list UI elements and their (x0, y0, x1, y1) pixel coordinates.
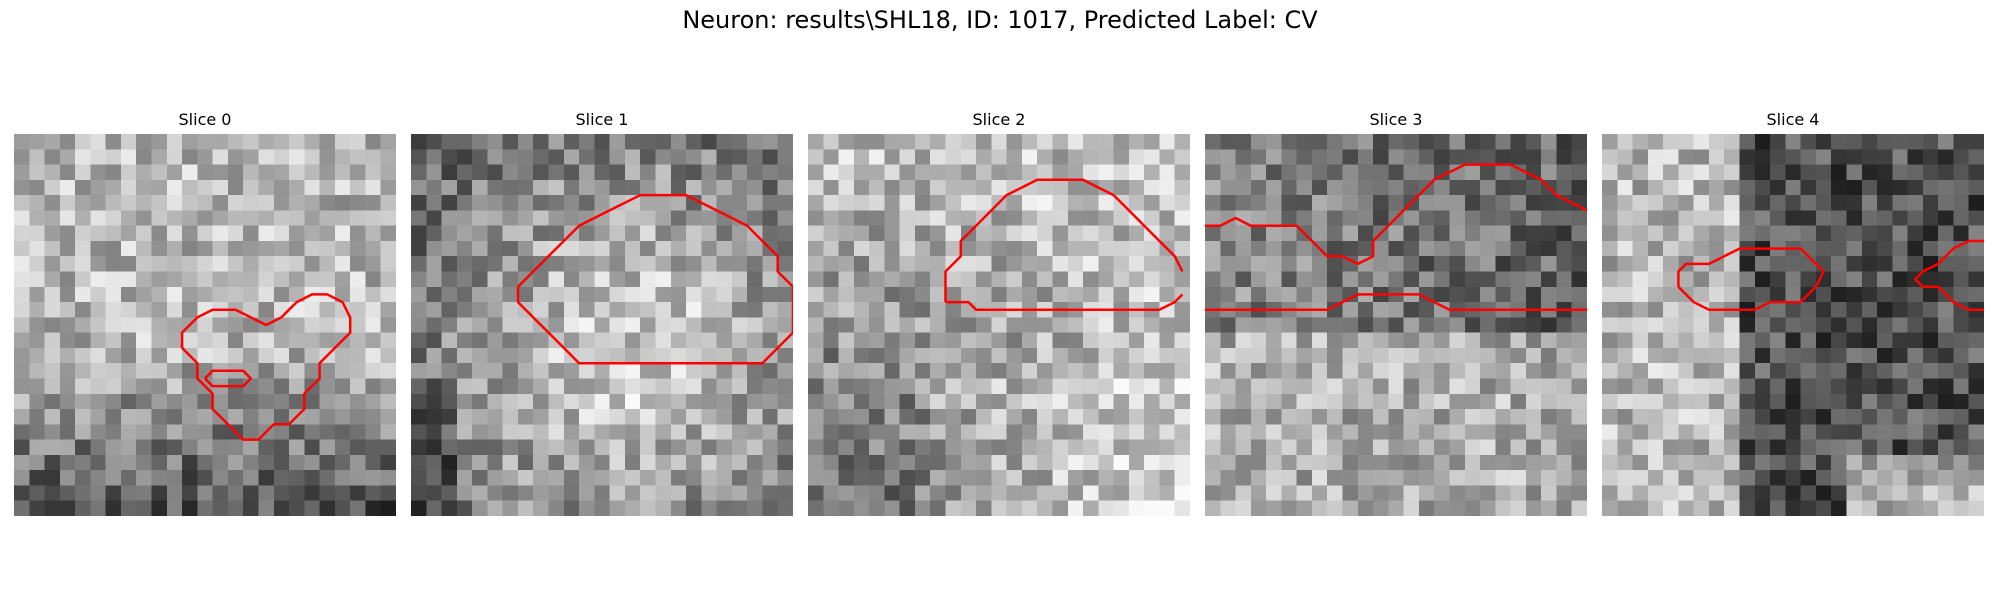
slice-panel-4: Slice 4 (1602, 108, 1984, 516)
contour-line (204, 369, 253, 388)
slice-panel-0: Slice 0 (14, 108, 396, 516)
slice-panel-1: Slice 1 (411, 108, 793, 516)
slice-image (411, 134, 793, 516)
contour-line (944, 178, 1184, 303)
contour-line (1677, 247, 1825, 311)
slice-title: Slice 2 (972, 110, 1026, 129)
slice-title: Slice 1 (575, 110, 629, 129)
contour-line (945, 293, 1184, 311)
slice-image (14, 134, 396, 516)
slice-panel-3: Slice 3 (1205, 108, 1587, 516)
slice-image (1205, 134, 1587, 516)
contour-line (180, 293, 352, 441)
figure-title: Neuron: results\SHL18, ID: 1017, Predict… (682, 6, 1318, 34)
contour-line (1205, 293, 1587, 311)
slice-title: Slice 3 (1369, 110, 1423, 129)
slice-title: Slice 4 (1766, 110, 1820, 129)
contour-line (516, 193, 793, 365)
contour-line (1205, 163, 1587, 266)
slice-title: Slice 0 (178, 110, 232, 129)
slice-image (1602, 134, 1984, 516)
contour-line (1913, 239, 1984, 311)
slice-image (808, 134, 1190, 516)
slice-panel-2: Slice 2 (808, 108, 1190, 516)
